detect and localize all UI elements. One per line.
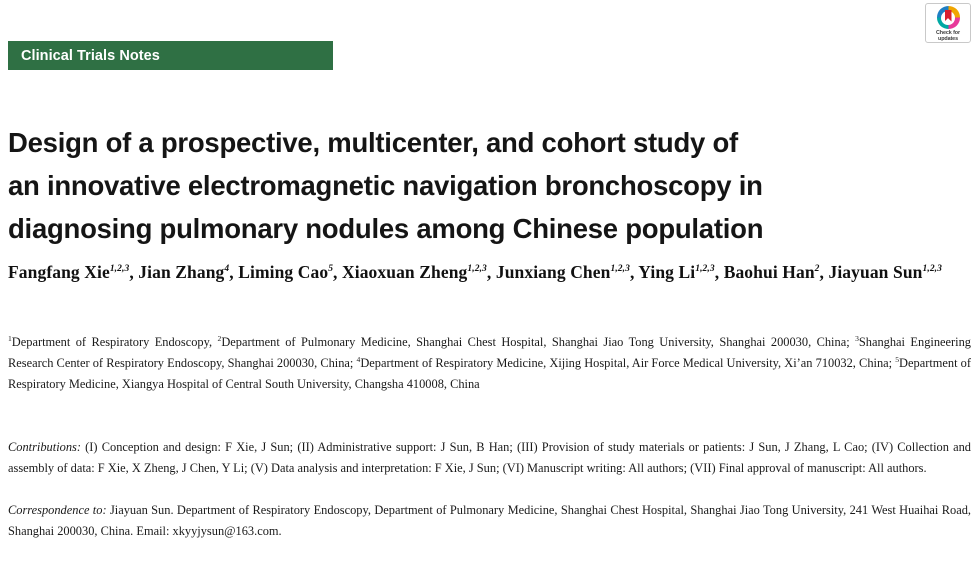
author-entry: Ying Li1,2,3 <box>638 262 714 282</box>
correspondence-block: Correspondence to: Jiayuan Sun. Departme… <box>8 500 971 542</box>
contributions-block: Contributions: (I) Conception and design… <box>8 437 971 479</box>
section-banner-label: Clinical Trials Notes <box>21 47 160 64</box>
contributions-text: (I) Conception and design: F Xie, J Sun;… <box>8 440 971 475</box>
author-affiliation-marker: 5 <box>328 264 334 275</box>
author-name: Jian Zhang <box>138 262 225 282</box>
correspondence-text: Jiayuan Sun. Department of Respiratory E… <box>8 503 971 538</box>
crossmark-check-for-updates-badge[interactable]: Check for updates <box>925 3 971 43</box>
author-affiliation-marker: 4 <box>224 264 230 275</box>
author-affiliation-marker: 1,2,3 <box>695 264 715 275</box>
author-name: Baohui Han <box>723 262 815 282</box>
article-title-line: diagnosing pulmonary nodules among Chine… <box>8 213 764 245</box>
author-entry: Junxiang Chen1,2,3 <box>496 262 630 282</box>
affiliation-text: Department of Respiratory Endoscopy, <box>11 335 218 349</box>
affiliation-text: Shanghai Engineering Research Center of … <box>8 335 971 370</box>
affiliation-marker: 3 <box>855 333 859 343</box>
affiliation-marker: 1 <box>8 333 12 343</box>
author-affiliation-marker: 1,2,3 <box>922 264 942 275</box>
affiliation-text: Department of Pulmonary Medicine, Shangh… <box>221 335 856 349</box>
author-affiliation-marker: 1,2,3 <box>109 264 130 275</box>
affiliation-marker: 4 <box>356 354 361 364</box>
author-name: Jiayuan Sun <box>828 262 923 282</box>
author-name: Ying Li <box>638 262 696 282</box>
article-title: Design of a prospective, multicenter, an… <box>8 121 888 250</box>
article-title-line: an innovative electromagnetic navigation… <box>8 170 763 202</box>
correspondence-label: Correspondence to: <box>8 503 107 517</box>
author-entry: Liming Cao5 <box>238 262 333 282</box>
section-banner: Clinical Trials Notes <box>8 41 333 70</box>
author-entry: Fangfang Xie1,2,3 <box>8 262 129 282</box>
author-name: Xiaoxuan Zheng <box>342 262 468 282</box>
crossmark-label: Check for updates <box>936 30 960 42</box>
author-name: Junxiang Chen <box>495 262 611 282</box>
affiliation-marker: 2 <box>217 333 222 343</box>
bookmark-flag-icon <box>944 9 952 22</box>
contributions-label: Contributions: <box>8 440 81 454</box>
author-entry: Xiaoxuan Zheng1,2,3 <box>342 262 487 282</box>
author-name: Liming Cao <box>238 262 329 282</box>
affiliation-marker: 5 <box>895 354 900 364</box>
author-entry: Jian Zhang4 <box>138 262 229 282</box>
author-entry: Jiayuan Sun1,2,3 <box>828 262 942 282</box>
crossmark-label-line2: updates <box>938 35 958 42</box>
author-list: Fangfang Xie1,2,3, Jian Zhang4, Liming C… <box>8 262 942 282</box>
author-name: Fangfang Xie <box>8 262 110 282</box>
article-title-line: Design of a prospective, multicenter, an… <box>8 127 738 159</box>
crossmark-ring-icon <box>936 6 960 29</box>
crossmark-label-line1: Check for <box>936 29 960 36</box>
affiliation-text: Department of Respiratory Medicine, Xiji… <box>360 356 896 370</box>
author-affiliation-marker: 1,2,3 <box>610 264 630 275</box>
affiliations-block: 1Department of Respiratory Endoscopy, 2D… <box>8 332 971 395</box>
author-affiliation-marker: 1,2,3 <box>467 264 487 275</box>
affiliation-text: Department of Respiratory Medicine, Xian… <box>8 356 972 391</box>
author-affiliation-marker: 2 <box>814 264 820 275</box>
author-entry: Baohui Han2 <box>724 262 820 282</box>
